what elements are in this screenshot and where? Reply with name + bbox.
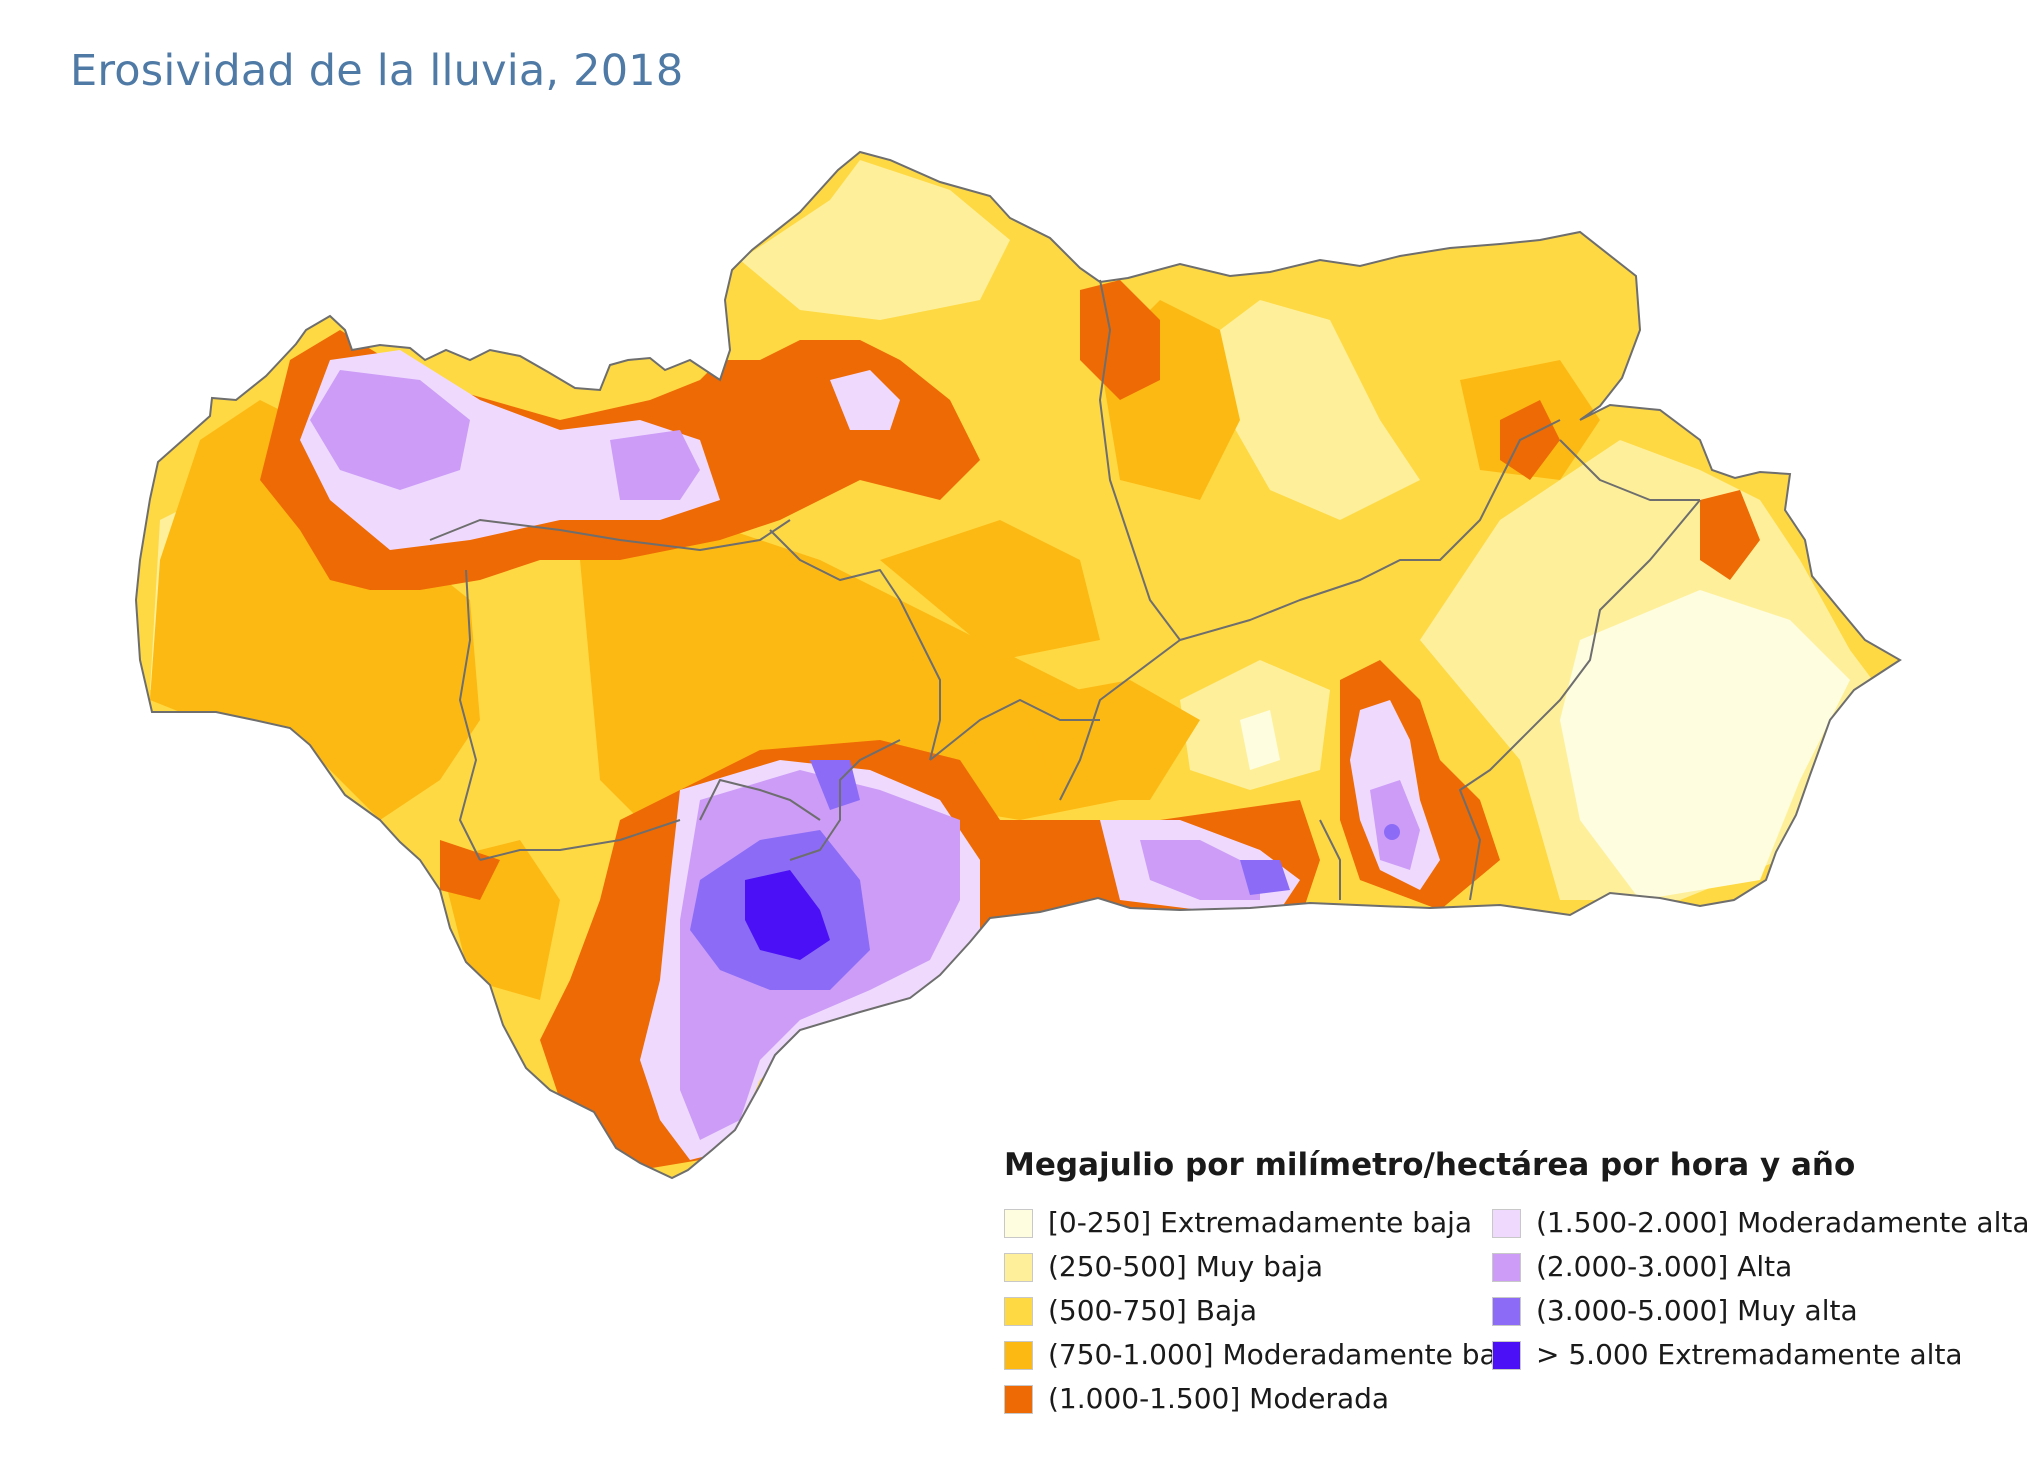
legend-label: (750-1.000] Moderadamente baja bbox=[1048, 1338, 1522, 1371]
legend-swatch bbox=[1004, 1385, 1033, 1414]
map-title: Erosividad de la lluvia, 2018 bbox=[70, 46, 684, 96]
legend-swatch bbox=[1004, 1297, 1033, 1326]
legend-swatch bbox=[1492, 1341, 1521, 1370]
legend-swatch bbox=[1004, 1253, 1033, 1282]
legend-swatch bbox=[1004, 1209, 1033, 1238]
legend-label: > 5.000 Extremadamente alta bbox=[1536, 1338, 1963, 1371]
legend-label: [0-250] Extremadamente baja bbox=[1048, 1206, 1473, 1239]
legend-label: (3.000-5.000] Muy alta bbox=[1536, 1294, 1858, 1327]
legend-label: (2.000-3.000] Alta bbox=[1536, 1250, 1793, 1283]
legend-title: Megajulio por milímetro/hectárea por hor… bbox=[1004, 1147, 1856, 1183]
legend-swatch bbox=[1492, 1253, 1521, 1282]
legend-label: (1.000-1.500] Moderada bbox=[1048, 1382, 1390, 1415]
legend-label: (250-500] Muy baja bbox=[1048, 1250, 1323, 1283]
legend-swatch bbox=[1492, 1209, 1521, 1238]
legend-label: (500-750] Baja bbox=[1048, 1294, 1258, 1327]
legend-label: (1.500-2.000] Moderadamente alta bbox=[1536, 1206, 2030, 1239]
legend-swatch bbox=[1004, 1341, 1033, 1370]
legend-swatch bbox=[1492, 1297, 1521, 1326]
